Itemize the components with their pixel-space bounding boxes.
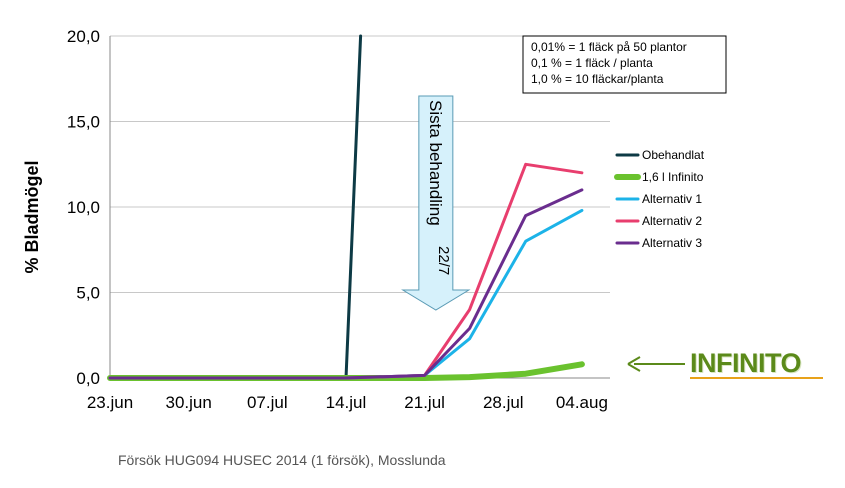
infinito-logo: INFINITO bbox=[690, 348, 802, 378]
note-frame bbox=[522, 35, 727, 94]
logo-pointer-arrow bbox=[627, 356, 685, 372]
x-tick-label: 28.jul bbox=[483, 393, 524, 412]
series-lines bbox=[107, 34, 585, 381]
note-box: 0,01% = 1 fläck på 50 plantor 0,1 % = 1 f… bbox=[522, 35, 727, 94]
y-axis-label: % Bladmögel bbox=[22, 160, 42, 273]
last-treatment-arrow: Sista behandling 22/7 bbox=[401, 95, 471, 311]
note-line: 0,1 % = 1 fläck / planta bbox=[531, 56, 653, 70]
y-tick-label: 0,0 bbox=[76, 369, 100, 388]
pointer-head bbox=[627, 356, 641, 372]
note-line: 1,0 % = 10 fläckar/planta bbox=[531, 72, 664, 86]
legend-label: Alternativ 2 bbox=[642, 214, 702, 228]
logo-underline bbox=[690, 377, 823, 379]
legend-label: 1,6 l Infinito bbox=[642, 170, 704, 184]
arrow-shape bbox=[401, 95, 471, 311]
y-tick-label: 15,0 bbox=[67, 113, 100, 132]
x-tick-labels: 23.jun 30.jun 07.jul 14.jul 21.jul 28.jul 04.a… bbox=[87, 393, 608, 412]
legend: Obehandlat 1,6 l Infinito Alternativ 1 Alte… bbox=[614, 148, 705, 250]
x-tick-label: 21.jul bbox=[404, 393, 445, 412]
x-tick-label: 23.jun bbox=[87, 393, 133, 412]
legend-label: Alternativ 1 bbox=[642, 192, 702, 206]
legend-label: Alternativ 3 bbox=[642, 236, 702, 250]
y-tick-label: 10,0 bbox=[67, 198, 100, 217]
y-tick-labels: 0,0 5,0 10,0 15,0 20,0 bbox=[67, 27, 100, 388]
footer-caption: Försök HUG094 HUSEC 2014 (1 försök), Mos… bbox=[118, 452, 446, 468]
y-tick-label: 20,0 bbox=[67, 27, 100, 46]
note-line: 0,01% = 1 fläck på 50 plantor bbox=[531, 40, 687, 54]
x-tick-label: 04.aug bbox=[556, 393, 608, 412]
series-line bbox=[108, 188, 584, 380]
arrow-date: 22/7 bbox=[435, 246, 452, 275]
x-tick-label: 07.jul bbox=[247, 393, 288, 412]
y-tick-label: 5,0 bbox=[76, 284, 100, 303]
arrow-label: Sista behandling bbox=[426, 100, 445, 226]
x-tick-label: 30.jun bbox=[165, 393, 211, 412]
x-tick-label: 14.jul bbox=[326, 393, 367, 412]
legend-label: Obehandlat bbox=[642, 148, 705, 162]
